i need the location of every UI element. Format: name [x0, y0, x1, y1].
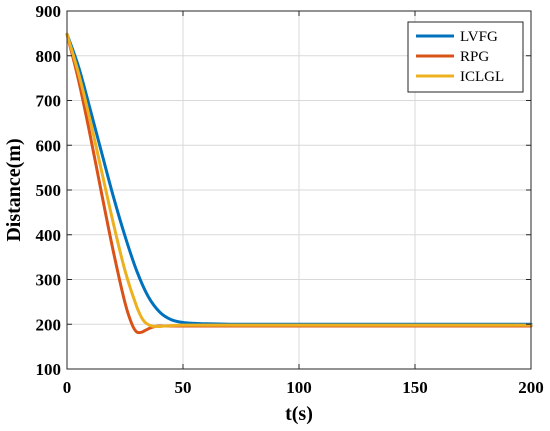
legend-label-rpg: RPG — [460, 49, 489, 65]
y-tick-label: 900 — [36, 2, 62, 21]
x-tick-label: 200 — [518, 378, 544, 397]
x-axis-label: t(s) — [285, 403, 313, 425]
x-tick-label: 0 — [63, 378, 72, 397]
y-tick-label: 500 — [36, 181, 62, 200]
y-tick-label: 600 — [36, 136, 62, 155]
y-axis-label: Distance(m) — [3, 138, 25, 241]
y-tick-label: 400 — [36, 226, 62, 245]
x-tick-label: 150 — [402, 378, 428, 397]
series-lines — [65, 32, 533, 335]
legend: LVFG RPG ICLGL — [407, 21, 524, 93]
y-tick-labels: 100 200 300 400 500 600 700 800 900 — [36, 2, 62, 379]
x-tick-label: 100 — [286, 378, 312, 397]
x-tick-label: 50 — [175, 378, 192, 397]
y-tick-label: 200 — [36, 315, 62, 334]
x-tick-labels: 0 50 100 150 200 — [63, 378, 544, 397]
y-tick-label: 300 — [36, 271, 62, 290]
y-tick-label: 800 — [36, 47, 62, 66]
series-line-iclgl — [65, 32, 533, 328]
y-tick-label: 700 — [36, 92, 62, 111]
legend-label-lvfg: LVFG — [460, 29, 498, 45]
axis-ticks — [66, 10, 532, 370]
legend-label-iclgl: ICLGL — [460, 69, 504, 85]
y-tick-label: 100 — [36, 360, 62, 379]
